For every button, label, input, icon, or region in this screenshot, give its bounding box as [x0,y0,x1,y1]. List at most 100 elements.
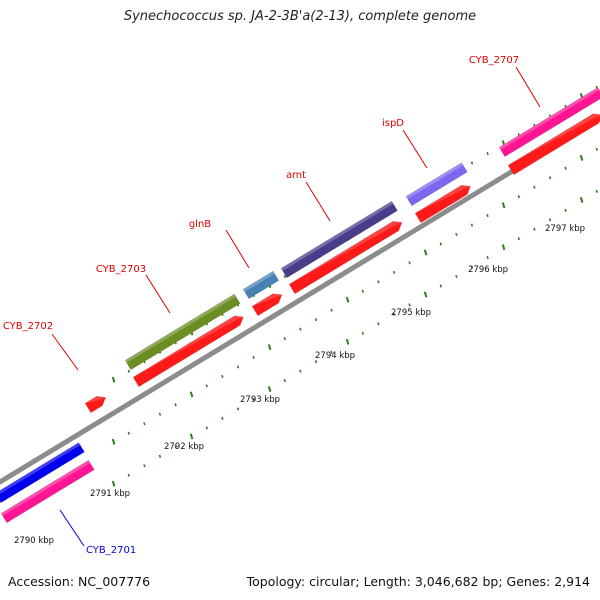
tick-mark [267,386,272,393]
gene-feature-cyb-2707 [498,87,600,158]
tick-mark [392,270,396,274]
leader-line [305,181,331,222]
tick-mark [517,195,520,199]
kbp-scale: 2790 kbp 2791 kbp 2792 kbp 2793 kbp 2794 kbp… [14,224,585,546]
tick-mark [423,249,428,256]
kbp-label: 2790 kbp [14,536,54,546]
page-title: Synechococcus sp. JA-2-3B'a(2-13), compl… [123,9,477,24]
tick-mark [548,218,552,222]
kbp-label: 2793 kbp [240,395,280,405]
tick-mark [111,480,116,487]
cds-feature-glnb [251,293,283,317]
tick-mark [189,391,194,398]
gene-callouts: CYB_2701 CYB_2702 CYB_2703 glnB amt ispD CYB_2… [3,55,541,556]
gene-feature-amt [280,200,398,279]
tick-mark [595,147,598,151]
tick-mark [111,438,116,445]
leader-line [51,333,79,371]
tick-mark [486,256,489,260]
genome-summary-text: Topology: circular; Length: 3,046,682 bp… [246,574,590,589]
tick-mark [533,227,536,231]
tick-mark [314,318,318,322]
tick-mark [314,360,318,364]
tick-mark [299,327,302,331]
gene-label-cyb-2707[interactable]: CYB_2707 [469,55,519,66]
gene-feature-blue [0,442,85,504]
tick-mark [455,232,458,237]
tick-mark [205,426,208,430]
tick-mark [127,369,130,373]
tick-mark [377,322,380,326]
kbp-label: 2795 kbp [391,308,431,318]
tick-mark [408,261,411,265]
gene-label-amt[interactable]: amt [286,170,306,181]
cds-feature-amt [288,220,403,295]
leader-line [59,509,85,547]
tick-mark [439,242,442,246]
leader-line [145,274,171,314]
tick-mark [470,223,474,227]
gene-label-glnb[interactable]: glnB [189,219,211,230]
tick-mark [501,244,506,251]
tick-mark [158,412,162,416]
tick-mark [158,454,162,458]
tick-mark [143,464,146,468]
gene-label-cyb-2701[interactable]: CYB_2701 [86,545,136,556]
cds-feature-ispd [414,184,471,224]
tick-mark [392,312,396,316]
tick-mark [221,416,224,420]
gene-label-cyb-2703[interactable]: CYB_2703 [96,264,146,275]
gene-feature-cyb-2701 [0,459,95,524]
tick-mark [517,237,520,241]
tick-mark [205,384,208,388]
feature-track [0,87,600,524]
tick-mark [579,196,584,203]
tick-mark [299,369,302,373]
leader-line [515,66,541,108]
tick-mark [127,473,130,477]
cds-feature-cyb-2707 [507,113,600,176]
tick-mark [377,280,380,284]
gene-label-cyb-2702[interactable]: CYB_2702 [3,321,53,332]
tick-mark [283,337,286,341]
kbp-label: 2792 kbp [164,442,204,452]
tick-mark [174,403,177,407]
tick-mark [221,374,224,378]
tick-mark [143,422,146,426]
tick-mark [236,365,240,369]
tick-mark [252,397,255,402]
tick-mark [564,208,567,212]
kbp-label: 2797 kbp [545,224,585,234]
kbp-label: 2794 kbp [315,351,355,361]
tick-mark [236,407,240,411]
tick-mark [111,376,116,383]
tick-mark [486,152,489,156]
tick-mark [501,202,506,209]
tick-mark [408,303,411,307]
tick-mark [548,176,552,180]
gene-label-ispd[interactable]: ispD [382,118,404,129]
tick-mark [267,344,272,351]
gene-feature-cyb-2702 [84,395,107,414]
tick-row-outer [111,189,598,487]
tick-mark [330,350,333,354]
tick-mark [361,331,364,335]
leader-line [225,229,250,269]
gene-feature-cyb-2703 [124,293,241,371]
tick-mark [189,433,194,440]
tick-row-lower [111,147,598,445]
tick-mark [470,265,474,269]
genome-backbone [0,115,600,485]
gene-feature-glnb [242,270,280,300]
tick-mark [174,445,177,449]
tick-mark [595,189,598,193]
tick-mark [361,289,364,293]
tick-mark [127,431,130,435]
tick-mark [345,338,350,345]
tick-mark [533,185,536,189]
leader-line [402,129,428,169]
tick-mark [423,291,428,298]
tick-mark [564,166,567,170]
